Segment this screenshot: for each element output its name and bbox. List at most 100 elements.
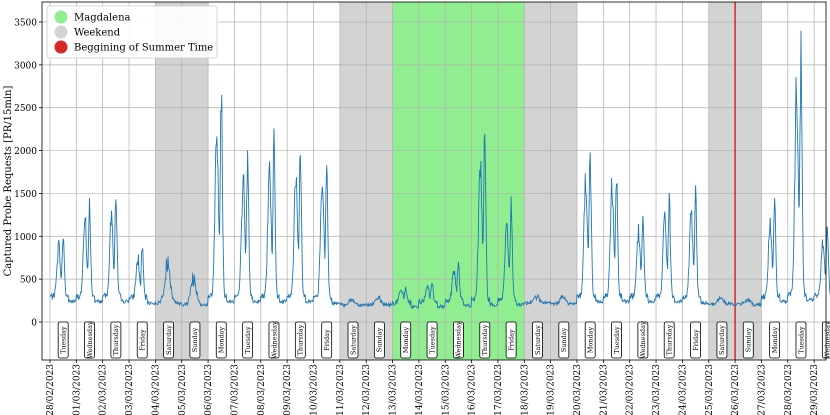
weekday-box — [532, 321, 543, 359]
series-line — [49, 30, 830, 310]
x-tick-label: 29/03/2023 — [810, 364, 820, 415]
weekday-label: Saturday — [718, 325, 726, 355]
weekday-label: Sunday — [745, 327, 753, 352]
weekday-label: Wednesday — [639, 321, 647, 359]
weekday-box — [505, 321, 517, 359]
weekday-box — [795, 321, 807, 359]
holiday-band — [445, 2, 472, 360]
x-tick-label: 25/03/2023 — [705, 364, 715, 415]
x-tick-label: 20/03/2023 — [573, 364, 583, 415]
weekend-band — [550, 2, 577, 360]
weekday-box — [347, 321, 359, 359]
x-tick-label: 27/03/2023 — [757, 364, 767, 415]
legend-label: Magdalena — [74, 13, 131, 24]
weekday-box — [189, 321, 201, 359]
y-tick-label: 1500 — [14, 190, 37, 200]
x-tick-label: 08/03/2023 — [257, 364, 267, 415]
weekday-label: Friday — [692, 329, 700, 351]
weekday-label: Monday — [402, 326, 410, 353]
weekday-box — [321, 321, 333, 359]
weekday-box — [479, 321, 491, 359]
weekday-label: Sunday — [191, 327, 199, 352]
x-tick-label: 02/03/2023 — [99, 364, 109, 415]
weekend-band — [155, 2, 182, 360]
x-tick-label: 26/03/2023 — [731, 364, 741, 415]
weekday-label: Wednesday — [824, 321, 830, 359]
weekday-label: Sunday — [376, 327, 384, 352]
weekday-box — [242, 321, 254, 359]
weekday-box — [373, 321, 385, 359]
x-tick-label: 12/03/2023 — [362, 364, 372, 415]
x-tick-label: 14/03/2023 — [415, 364, 425, 415]
weekend-band — [708, 2, 736, 360]
weekday-label: Tuesday — [613, 326, 621, 354]
weekday-label: Wednesday — [455, 321, 463, 359]
weekday-box — [742, 321, 754, 359]
weekday-box — [663, 321, 675, 359]
weekday-box — [57, 321, 69, 359]
x-tick-label: 24/03/2023 — [678, 364, 688, 415]
x-tick-label: 17/03/2023 — [494, 364, 504, 415]
weekday-label: Thursday — [297, 324, 305, 355]
x-tick-label: 06/03/2023 — [204, 364, 214, 415]
weekday-label: Saturday — [534, 325, 542, 355]
weekday-label: Tuesday — [59, 326, 67, 354]
weekday-label: Saturday — [349, 325, 357, 355]
weekday-box — [215, 321, 227, 359]
weekday-box — [611, 321, 622, 359]
weekday-label: Friday — [507, 329, 515, 351]
x-tick-label: 23/03/2023 — [652, 364, 662, 415]
weekday-label: Monday — [586, 326, 594, 353]
x-tick-label: 21/03/2023 — [599, 364, 609, 415]
weekday-box — [400, 321, 412, 359]
weekday-label: Wednesday — [86, 321, 94, 359]
x-tick-label: 15/03/2023 — [441, 364, 451, 415]
weekday-box — [136, 321, 148, 359]
weekend-band — [181, 2, 209, 360]
legend-label: Beggining of Summer Time — [74, 43, 213, 54]
x-tick-label: 04/03/2023 — [151, 364, 161, 415]
weekday-box — [268, 321, 280, 359]
weekday-box — [637, 321, 649, 359]
weekday-label: Thursday — [666, 324, 674, 355]
x-tick-label: 19/03/2023 — [547, 364, 557, 415]
x-tick-label: 05/03/2023 — [178, 364, 188, 415]
weekday-label: Thursday — [481, 324, 489, 355]
y-tick-label: 3000 — [14, 61, 37, 71]
legend-label: Weekend — [74, 28, 121, 39]
x-tick-label: 16/03/2023 — [468, 364, 478, 415]
weekday-box — [769, 321, 781, 359]
x-tick-label: 01/03/2023 — [72, 364, 82, 415]
x-tick-label: 28/03/2023 — [784, 364, 794, 415]
x-tick-label: 18/03/2023 — [520, 364, 530, 415]
y-tick-label: 500 — [20, 276, 37, 286]
weekday-label: Tuesday — [428, 326, 436, 354]
y-tick-label: 1000 — [14, 233, 37, 243]
weekday-label: Thursday — [112, 324, 120, 355]
y-tick-label: 2000 — [14, 147, 37, 157]
x-tick-label: 10/03/2023 — [310, 364, 320, 415]
legend-box — [46, 5, 218, 59]
y-tick-label: 0 — [31, 319, 37, 329]
weekday-label: Wednesday — [270, 321, 278, 359]
weekday-box — [690, 321, 701, 359]
y-axis-label: Captured Probe Requests [PR/15min] — [3, 86, 14, 277]
x-tick-label: 07/03/2023 — [230, 364, 240, 415]
x-tick-label: 11/03/2023 — [336, 364, 346, 415]
weekday-label: Friday — [139, 329, 147, 351]
legend-marker — [54, 40, 68, 54]
weekday-label: Monday — [218, 326, 226, 353]
weekday-box — [584, 321, 596, 359]
x-tick-label: 09/03/2023 — [283, 364, 293, 415]
weekday-label: Friday — [323, 329, 331, 351]
x-tick-label: 22/03/2023 — [626, 364, 636, 415]
holiday-band — [497, 2, 525, 360]
y-tick-label: 3500 — [14, 19, 37, 29]
plot-frame — [41, 1, 827, 361]
weekend-band — [524, 2, 551, 360]
legend-marker — [54, 25, 68, 39]
legend-marker — [54, 10, 68, 24]
holiday-band — [418, 2, 446, 360]
weekday-label: Sunday — [560, 327, 568, 352]
weekday-label: Monday — [771, 326, 779, 353]
